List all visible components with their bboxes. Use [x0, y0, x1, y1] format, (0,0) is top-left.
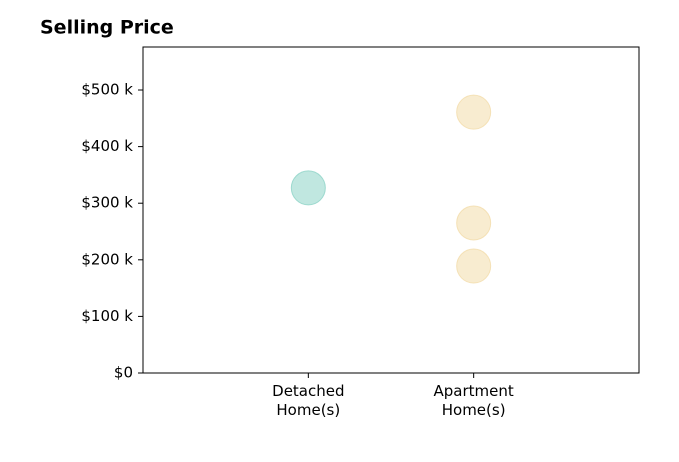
y-tick-label: $500 k	[81, 81, 133, 99]
point	[456, 94, 492, 130]
point	[456, 248, 492, 284]
y-tick-label: $200 k	[81, 250, 133, 268]
chart-title: Selling Price	[40, 17, 174, 39]
y-tick-label: $400 k	[81, 137, 133, 155]
point	[290, 170, 326, 206]
y-tick-label: $0	[114, 364, 133, 382]
x-tick-label: Apartment Home(s)	[433, 382, 514, 419]
point	[456, 205, 492, 241]
y-tick-label: $100 k	[81, 307, 133, 325]
y-tick-label: $300 k	[81, 194, 133, 212]
plot-frame	[142, 46, 640, 374]
x-tick-label: Detached Home(s)	[272, 382, 345, 419]
